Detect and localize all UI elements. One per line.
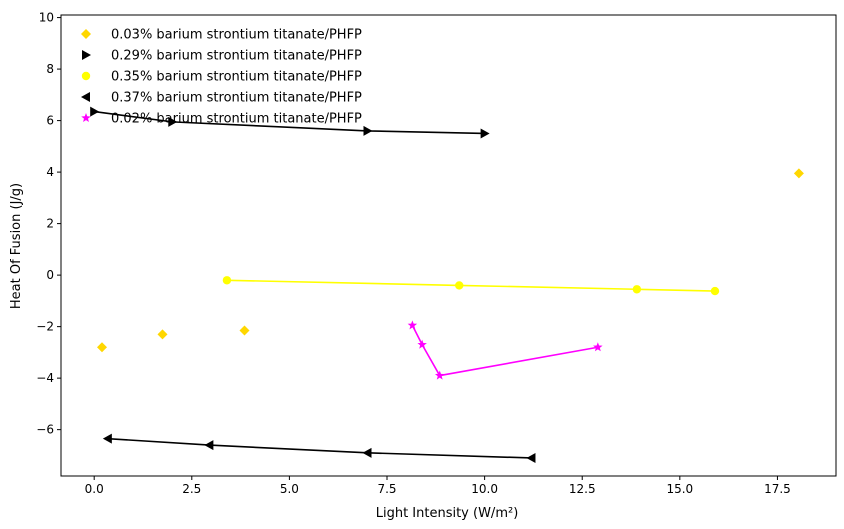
legend-label: 0.02% barium strontium titanate/PHFP	[111, 112, 362, 127]
series-3-point	[455, 281, 464, 290]
x-axis-label: Light Intensity (W/m²)	[376, 506, 519, 521]
y-tick-label: 6	[46, 114, 54, 128]
series-4	[102, 433, 536, 463]
y-tick-label: 2	[46, 217, 54, 231]
series-4-point	[102, 433, 112, 444]
series-3-point	[710, 286, 720, 296]
legend-item: 0.37% barium strontium titanate/PHFP	[81, 91, 362, 106]
series-4-point	[362, 447, 372, 458]
y-tick-label: 8	[46, 62, 54, 76]
x-tick-label: 7.5	[377, 482, 396, 496]
series-3-line	[226, 279, 715, 292]
y-axis-ticks: −6 −4 −2 0 2 4 6 8 10	[36, 11, 61, 437]
series-5-point	[407, 320, 418, 330]
legend-item: 0.29% barium strontium titanate/PHFP	[82, 49, 362, 64]
series-1-point	[793, 168, 804, 179]
series-3-point	[632, 285, 642, 294]
y-axis-label: Heat Of Fusion (J/g)	[9, 183, 24, 309]
series-3	[222, 276, 720, 296]
legend-label: 0.03% barium strontium titanate/PHFP	[111, 28, 362, 43]
series-4-line	[107, 437, 532, 459]
series-2-line	[94, 110, 485, 135]
legend-marker	[81, 92, 90, 102]
series-2-point	[168, 116, 178, 127]
series-5-point	[434, 370, 445, 380]
series-2-point	[480, 128, 490, 139]
legend-label: 0.37% barium strontium titanate/PHFP	[111, 91, 362, 106]
legend-marker	[82, 50, 91, 60]
legend-label: 0.29% barium strontium titanate/PHFP	[111, 49, 362, 64]
series-2	[90, 106, 490, 139]
series-2-point	[90, 106, 100, 117]
legend-marker	[81, 71, 91, 81]
y-tick-label: 0	[46, 268, 54, 282]
y-tick-label: 4	[46, 165, 54, 179]
y-tick-label: 10	[39, 11, 54, 25]
series-3-point	[222, 276, 232, 285]
plot-layer	[90, 106, 804, 463]
series-2-point	[363, 125, 373, 136]
legend-item: 0.02% barium strontium titanate/PHFP	[81, 112, 362, 127]
series-1-point	[96, 342, 107, 353]
x-tick-label: 10.0	[471, 482, 498, 496]
legend-label: 0.35% barium strontium titanate/PHFP	[111, 70, 362, 85]
x-tick-label: 17.5	[764, 482, 791, 496]
series-1-point	[157, 329, 168, 340]
series-4-point	[204, 440, 214, 451]
legend-item: 0.03% barium strontium titanate/PHFP	[81, 28, 362, 43]
legend-marker	[81, 29, 91, 39]
series-5-point	[417, 339, 427, 349]
series-4-point	[526, 452, 536, 463]
series-1-point	[239, 325, 250, 336]
series-1	[96, 168, 804, 353]
legend-item: 0.35% barium strontium titanate/PHFP	[81, 70, 362, 85]
x-tick-label: 0.0	[85, 482, 104, 496]
series-5-line	[411, 324, 598, 377]
legend: 0.03% barium strontium titanate/PHFP 0.29…	[81, 28, 362, 127]
x-axis-ticks: 0.0 2.5 5.0 7.5 10.0 12.5 15.0 17.5	[85, 476, 791, 496]
axes-frame	[60, 14, 837, 477]
y-tick-label: −2	[36, 320, 54, 334]
x-tick-label: 5.0	[280, 482, 299, 496]
legend-marker	[81, 113, 91, 123]
y-tick-label: −4	[36, 371, 54, 385]
series-5-point	[593, 342, 603, 352]
x-tick-label: 2.5	[182, 482, 201, 496]
x-tick-label: 15.0	[666, 482, 693, 496]
x-tick-label: 12.5	[569, 482, 596, 496]
series-5	[407, 320, 603, 380]
y-tick-label: −6	[36, 423, 54, 437]
